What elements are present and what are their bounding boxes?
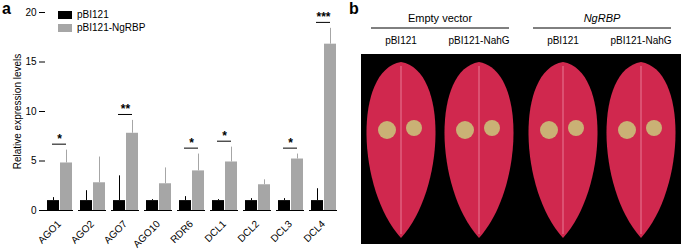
svg-text:DCL4: DCL4 <box>301 218 327 244</box>
svg-text:20: 20 <box>25 7 37 18</box>
svg-text:pBI121-NahG: pBI121-NahG <box>448 35 509 46</box>
svg-text:*: * <box>57 132 62 146</box>
html-text:a: a <box>2 0 11 17</box>
svg-text:5: 5 <box>31 155 37 166</box>
html-text:pBI121: pBI121 <box>77 9 109 20</box>
svg-text:Relative expression levels: Relative expression levels <box>12 54 23 170</box>
svg-text:0: 0 <box>31 205 37 216</box>
svg-text:AGO7: AGO7 <box>102 218 130 246</box>
svg-text:pBI121: pBI121 <box>385 35 417 46</box>
svg-text:***: *** <box>316 10 330 24</box>
svg-text:DCL3: DCL3 <box>268 218 294 244</box>
svg-text:NgRBP: NgRBP <box>584 12 621 24</box>
html-text:pBI121-NgRBP: pBI121-NgRBP <box>77 22 146 33</box>
svg-text:15: 15 <box>25 56 37 67</box>
svg-text:AGO1: AGO1 <box>36 218 64 246</box>
svg-text:*: * <box>222 129 227 143</box>
svg-text:pBI121: pBI121 <box>547 35 579 46</box>
svg-text:pBI121-NahG: pBI121-NahG <box>610 35 671 46</box>
svg-text:DCL1: DCL1 <box>202 218 228 244</box>
svg-text:10: 10 <box>25 106 37 117</box>
svg-text:DCL2: DCL2 <box>235 218 261 244</box>
svg-text:Empty vector: Empty vector <box>408 12 473 24</box>
svg-text:AGO10: AGO10 <box>131 218 163 250</box>
svg-text:*: * <box>189 136 194 150</box>
svg-text:**: ** <box>121 102 131 116</box>
svg-text:b: b <box>349 0 359 17</box>
svg-text:*: * <box>288 136 293 150</box>
svg-text:AGO2: AGO2 <box>69 218 97 246</box>
svg-text:RDR6: RDR6 <box>168 218 195 245</box>
